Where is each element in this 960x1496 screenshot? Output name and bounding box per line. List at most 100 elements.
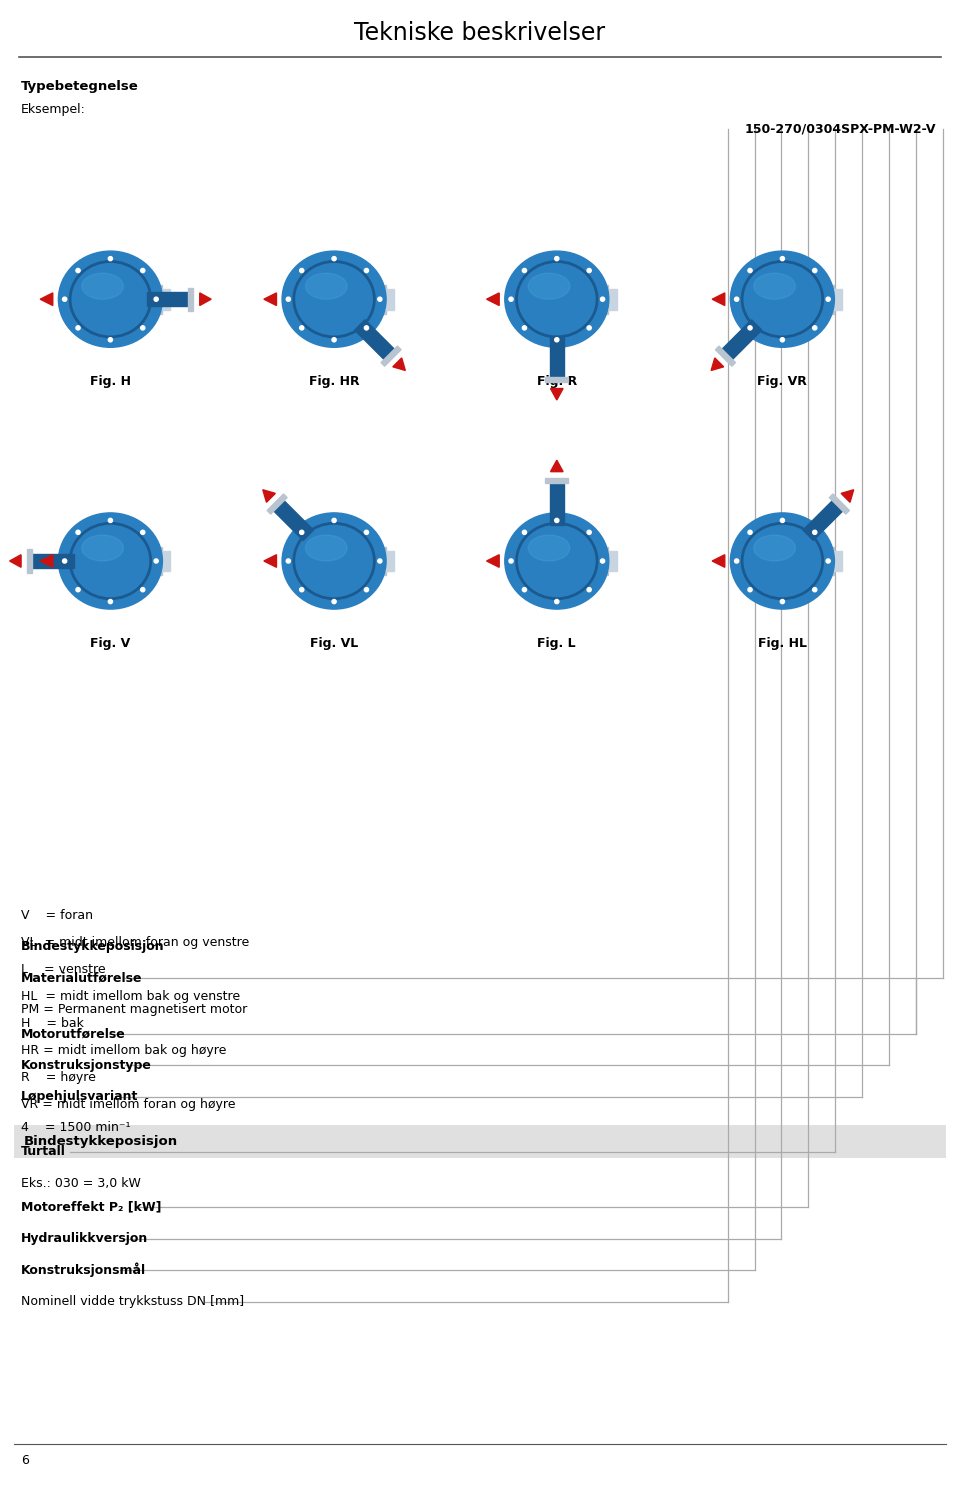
Polygon shape [487, 555, 499, 567]
Circle shape [555, 600, 559, 604]
Polygon shape [549, 335, 564, 377]
Ellipse shape [282, 251, 386, 347]
Circle shape [76, 530, 80, 534]
Circle shape [108, 600, 112, 604]
Text: Eksempel:: Eksempel: [21, 103, 86, 115]
Circle shape [76, 268, 80, 272]
Polygon shape [550, 461, 564, 471]
Circle shape [522, 530, 526, 534]
Circle shape [748, 530, 752, 534]
Bar [385, 551, 394, 571]
Bar [147, 546, 162, 576]
Text: Bindestykkeposisjon: Bindestykkeposisjon [24, 1135, 179, 1147]
Ellipse shape [282, 513, 386, 609]
Ellipse shape [82, 536, 124, 561]
Text: Fig. HR: Fig. HR [309, 375, 359, 387]
Ellipse shape [731, 251, 834, 347]
Circle shape [601, 560, 605, 562]
Polygon shape [263, 489, 276, 503]
Circle shape [141, 530, 145, 534]
Polygon shape [712, 293, 725, 305]
Text: Eks.: 030 = 3,0 kW: Eks.: 030 = 3,0 kW [21, 1177, 141, 1189]
Polygon shape [381, 346, 401, 367]
Bar [833, 289, 842, 310]
Circle shape [377, 560, 382, 562]
Text: Konstruksjonstype: Konstruksjonstype [21, 1059, 152, 1071]
Polygon shape [545, 377, 568, 383]
Text: Fig. L: Fig. L [538, 637, 576, 649]
Circle shape [141, 326, 145, 331]
Circle shape [332, 600, 336, 604]
Circle shape [332, 338, 336, 343]
Polygon shape [264, 293, 276, 305]
Text: Fig. HL: Fig. HL [757, 637, 807, 649]
Circle shape [365, 530, 369, 534]
Bar [147, 284, 162, 314]
Circle shape [141, 588, 145, 592]
Circle shape [509, 560, 513, 562]
Bar [732, 289, 744, 310]
Polygon shape [803, 501, 843, 540]
Bar [593, 546, 609, 576]
Text: Fig. VL: Fig. VL [310, 637, 358, 649]
Text: Fig. V: Fig. V [90, 637, 131, 649]
Ellipse shape [505, 513, 609, 609]
Text: 4    = 1500 min⁻¹: 4 = 1500 min⁻¹ [21, 1122, 131, 1134]
Circle shape [76, 326, 80, 331]
Polygon shape [487, 293, 499, 305]
Circle shape [588, 588, 591, 592]
Polygon shape [40, 555, 53, 567]
Circle shape [826, 560, 830, 562]
Text: Turtall: Turtall [21, 1146, 66, 1158]
Bar [284, 289, 296, 310]
Text: HR = midt imellom bak og høyre: HR = midt imellom bak og høyre [21, 1044, 227, 1056]
Text: Motoreffekt P₂ [kW]: Motoreffekt P₂ [kW] [21, 1201, 161, 1213]
Ellipse shape [59, 251, 162, 347]
Circle shape [734, 298, 739, 301]
Circle shape [588, 326, 591, 331]
Text: VL  = midt imellom foran og venstre: VL = midt imellom foran og venstre [21, 936, 250, 948]
Text: V    = foran: V = foran [21, 910, 93, 922]
Text: HL  = midt imellom bak og venstre: HL = midt imellom bak og venstre [21, 990, 240, 1002]
Text: Tekniske beskrivelser: Tekniske beskrivelser [354, 21, 606, 45]
Polygon shape [147, 292, 188, 307]
Ellipse shape [305, 536, 348, 561]
Circle shape [300, 530, 303, 534]
Bar [14, 1125, 946, 1158]
Bar [284, 551, 296, 571]
Circle shape [748, 268, 752, 272]
Circle shape [332, 256, 336, 260]
Circle shape [813, 268, 817, 272]
Polygon shape [829, 494, 850, 515]
Circle shape [780, 518, 784, 522]
Bar [385, 289, 394, 310]
Circle shape [522, 588, 526, 592]
Circle shape [62, 298, 67, 301]
Text: Fig. R: Fig. R [537, 375, 577, 387]
Polygon shape [264, 555, 276, 567]
Polygon shape [545, 477, 568, 483]
Bar [507, 289, 518, 310]
Ellipse shape [505, 251, 609, 347]
Text: Typebetegnelse: Typebetegnelse [21, 81, 139, 93]
Circle shape [555, 518, 559, 522]
Circle shape [300, 326, 303, 331]
Polygon shape [722, 320, 762, 359]
Ellipse shape [528, 274, 570, 299]
Ellipse shape [754, 536, 796, 561]
Polygon shape [550, 389, 564, 399]
Polygon shape [354, 320, 395, 359]
Circle shape [813, 530, 817, 534]
Circle shape [522, 326, 526, 331]
Circle shape [300, 588, 303, 592]
Bar [608, 551, 616, 571]
Text: Nominell vidde trykkstuss DN [mm]: Nominell vidde trykkstuss DN [mm] [21, 1296, 244, 1308]
Polygon shape [188, 287, 194, 311]
Text: Løpehjulsvariant: Løpehjulsvariant [21, 1091, 138, 1103]
Circle shape [734, 560, 739, 562]
Circle shape [588, 268, 591, 272]
Circle shape [813, 588, 817, 592]
Bar [819, 284, 834, 314]
Circle shape [509, 298, 513, 301]
Circle shape [286, 560, 290, 562]
